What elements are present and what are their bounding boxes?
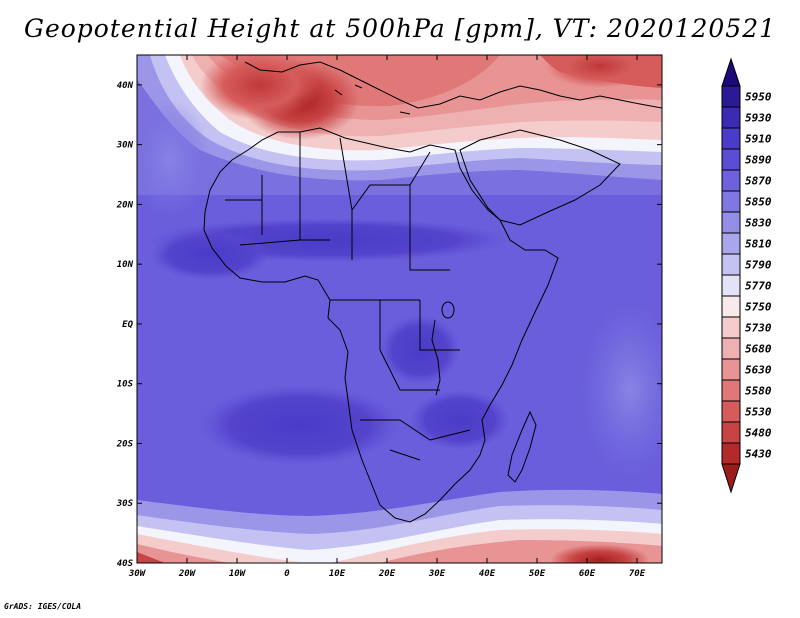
lat-tick-label: 40S: [117, 559, 134, 569]
colorbar-label: 5830: [745, 217, 772, 230]
colorbar-label: 5730: [745, 322, 772, 335]
colorbar-label: 5950: [745, 91, 772, 104]
colorbar-swatch: [721, 169, 741, 192]
colorbar-label: 5910: [745, 133, 772, 146]
colorbar-label: 5850: [745, 196, 772, 209]
colorbar-swatch: [721, 421, 741, 444]
colorbar-label: 5790: [745, 259, 772, 272]
lon-tick-label: 50E: [529, 569, 546, 579]
colorbar-label: 5580: [745, 385, 772, 398]
lon-tick-label: 40E: [479, 569, 496, 579]
colorbar-label: 5430: [745, 448, 772, 461]
lat-tick-label: 40N: [117, 81, 134, 91]
lon-tick-label: 10W: [229, 569, 247, 579]
lon-tick-label: 10E: [329, 569, 346, 579]
lat-tick-label: 10N: [117, 260, 134, 270]
latitude-axis: 40N 30N 20N 10N EQ 10S 20S 30S 40S: [116, 81, 662, 569]
lat-tick-label: 30N: [116, 141, 134, 151]
colorbar-label: 5770: [745, 280, 772, 293]
colorbar-swatch: [721, 232, 741, 255]
lon-tick-label: 60E: [579, 569, 596, 579]
colorbar-swatch: [721, 274, 741, 297]
lon-tick-label: 0: [284, 569, 290, 579]
colorbar-label: 5870: [745, 175, 772, 188]
lon-tick-label: 20E: [378, 569, 396, 579]
lon-tick-label: 30E: [428, 569, 446, 579]
colorbar-top-arrow: [721, 57, 741, 87]
lat-tick-label: 20S: [116, 439, 134, 449]
lon-tick-label: 70E: [629, 569, 646, 579]
colorbar-swatch: [721, 337, 741, 360]
lat-tick-label: 20N: [116, 200, 134, 210]
colorbar-label: 5930: [745, 112, 772, 125]
height-field: [137, 55, 662, 563]
lat-tick-label: 30S: [116, 499, 134, 509]
colorbar-swatch: [721, 148, 741, 171]
coastlines: [203, 61, 662, 523]
colorbar-swatch: [721, 358, 741, 381]
colorbar-swatch: [721, 316, 741, 339]
colorbar-label: 5630: [745, 364, 772, 377]
colorbar-swatch: [721, 442, 741, 465]
colorbar-swatch: [721, 295, 741, 318]
colorbar: 5950 5930 5910 5890 5870 5850 5830 5810 5790 5770…: [721, 57, 772, 494]
lon-tick-label: 20W: [178, 569, 197, 579]
colorbar-label: 5530: [745, 406, 772, 419]
colorbar-swatch: [721, 106, 741, 129]
longitude-axis: 30W 20W 10W 0 10E 20E 30E 40E 50E 60E 70E: [128, 55, 646, 579]
colorbar-label: 5480: [745, 427, 772, 440]
colorbar-swatch: [721, 253, 741, 276]
lat-tick-label: EQ: [122, 320, 133, 330]
colorbar-swatch: [721, 400, 741, 423]
colorbar-label: 5810: [745, 238, 772, 251]
map-frame: [136, 54, 663, 564]
colorbar-label: 5680: [745, 343, 772, 356]
lon-tick-label: 30W: [128, 569, 147, 579]
colorbar-label: 5750: [745, 301, 772, 314]
colorbar-swatch: [721, 211, 741, 234]
colorbar-label: 5890: [745, 154, 772, 167]
colorbar-bottom-arrow: [721, 463, 741, 494]
colorbar-swatch: [721, 85, 741, 108]
chart-title: Geopotential Height at 500hPa [gpm], VT:…: [23, 14, 777, 43]
grads-credit: GrADS: IGES/COLA: [4, 602, 82, 611]
colorbar-swatch: [721, 379, 741, 402]
colorbar-swatch: [721, 190, 741, 213]
colorbar-swatch: [721, 127, 741, 150]
lat-tick-label: 10S: [117, 380, 134, 390]
